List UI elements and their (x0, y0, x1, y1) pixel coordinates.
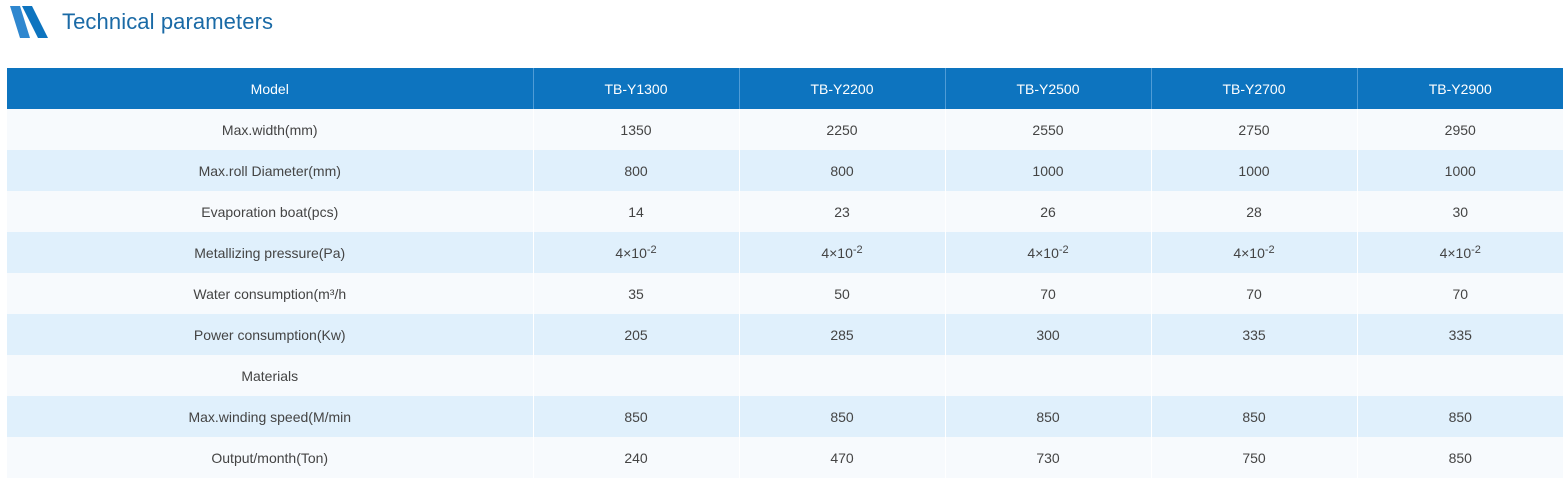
table-row: Max.width(mm) 1350 2250 2550 2750 2950 (7, 109, 1563, 150)
table-cell: 335 (1448, 326, 1472, 343)
row-label: Max.winding speed(M/min (7, 396, 534, 437)
table-cell: 335 (1151, 314, 1358, 355)
table-cell: 23 (739, 191, 946, 232)
header-cell-tb-y2200: TB-Y2200 (739, 68, 946, 109)
table-cell: 2750 (1151, 109, 1358, 150)
row-label: Metallizing pressure(Pa) (7, 232, 534, 273)
row-label: Power consumption(Kw) (7, 314, 534, 355)
table-cell (739, 355, 946, 396)
table-cell (1357, 355, 1563, 396)
table-cell: 1000 (1151, 150, 1358, 191)
table-cell: 2550 (945, 109, 1152, 150)
table-cell: 70 (1452, 285, 1469, 302)
header-cell-model: Model (7, 68, 534, 109)
table-cell: 14 (533, 191, 740, 232)
section-header: Technical parameters (8, 4, 273, 40)
table-cell: 35 (533, 273, 740, 314)
parameters-table-container: Model TB-Y1300 TB-Y2200 TB-Y2500 TB-Y270… (7, 68, 1563, 478)
section-title: Technical parameters (62, 9, 274, 34)
pressure-exponent: -2 (852, 243, 863, 256)
table-cell: 850 (1151, 396, 1358, 437)
table-cell: 850 (1448, 408, 1472, 425)
table-row: Materials (7, 355, 1563, 396)
header-cell-tb-y2700: TB-Y2700 (1151, 68, 1358, 109)
row-label: Max.roll Diameter(mm) (7, 150, 534, 191)
table-cell: 850 (945, 396, 1152, 437)
pressure-base: 4×10 (1027, 244, 1059, 261)
table-cell: 850 (739, 396, 946, 437)
table-cell: 30 (1452, 203, 1469, 220)
pressure-base: 4×10 (1233, 244, 1265, 261)
table-cell: 70 (1151, 273, 1358, 314)
table-cell: 1350 (533, 109, 740, 150)
table-cell: 4×10-2 (1151, 232, 1358, 273)
table-cell: 70 (945, 273, 1152, 314)
table-cell: 750 (1151, 437, 1358, 478)
pressure-exponent: -2 (1471, 243, 1481, 256)
table-cell: 800 (739, 150, 946, 191)
row-label: Materials (7, 355, 534, 396)
slanted-stripes-icon (10, 6, 48, 38)
table-cell: 300 (945, 314, 1152, 355)
table-cell: 4×10-2 (739, 232, 946, 273)
table-row: Output/month(Ton) 240 470 730 750 850 (7, 437, 1563, 478)
pressure-base: 4×10 (1439, 244, 1472, 261)
table-cell: 285 (739, 314, 946, 355)
table-cell: 1000 (945, 150, 1152, 191)
table-cell: 205 (533, 314, 740, 355)
table-cell (945, 355, 1152, 396)
table-header-row: Model TB-Y1300 TB-Y2200 TB-Y2500 TB-Y270… (7, 68, 1563, 109)
pressure-exponent: -2 (1058, 243, 1069, 256)
header-cell-tb-y1300: TB-Y1300 (533, 68, 740, 109)
pressure-base: 4×10 (615, 244, 647, 261)
table-cell (533, 355, 740, 396)
table-row: Max.winding speed(M/min 850 850 850 850 … (7, 396, 1563, 437)
table-cell: 50 (739, 273, 946, 314)
row-label: Output/month(Ton) (7, 437, 534, 478)
table-row: Water consumption(m³/h 35 50 70 70 70 (7, 273, 1563, 314)
header-cell-tb-y2900: TB-Y2900 (1428, 80, 1492, 97)
table-row: Metallizing pressure(Pa) 4×10-2 4×10-2 4… (7, 232, 1563, 273)
row-label: Max.width(mm) (7, 109, 534, 150)
table-cell: 850 (533, 396, 740, 437)
table-cell: 26 (945, 191, 1152, 232)
table-cell: 1000 (1444, 162, 1476, 179)
table-cell (1151, 355, 1358, 396)
header-cell-tb-y2500: TB-Y2500 (945, 68, 1152, 109)
table-cell: 4×10-2 (533, 232, 740, 273)
table-row: Evaporation boat(pcs) 14 23 26 28 30 (7, 191, 1563, 232)
table-cell: 4×10-2 (1357, 232, 1563, 273)
table-cell: 800 (533, 150, 740, 191)
table-cell: 470 (739, 437, 946, 478)
pressure-base: 4×10 (821, 244, 853, 261)
parameters-table: Model TB-Y1300 TB-Y2200 TB-Y2500 TB-Y270… (7, 68, 1563, 478)
table-cell: 28 (1151, 191, 1358, 232)
table-cell: 850 (1448, 449, 1472, 466)
row-label: Water consumption(m³/h (7, 273, 534, 314)
table-cell: 730 (945, 437, 1152, 478)
table-row: Max.roll Diameter(mm) 800 800 1000 1000 … (7, 150, 1563, 191)
table-cell: 240 (533, 437, 740, 478)
table-row: Power consumption(Kw) 205 285 300 335 33… (7, 314, 1563, 355)
pressure-exponent: -2 (646, 243, 657, 256)
table-cell: 4×10-2 (945, 232, 1152, 273)
pressure-exponent: -2 (1264, 243, 1275, 256)
row-label: Evaporation boat(pcs) (7, 191, 534, 232)
table-cell: 2250 (739, 109, 946, 150)
table-cell: 2950 (1444, 121, 1476, 138)
